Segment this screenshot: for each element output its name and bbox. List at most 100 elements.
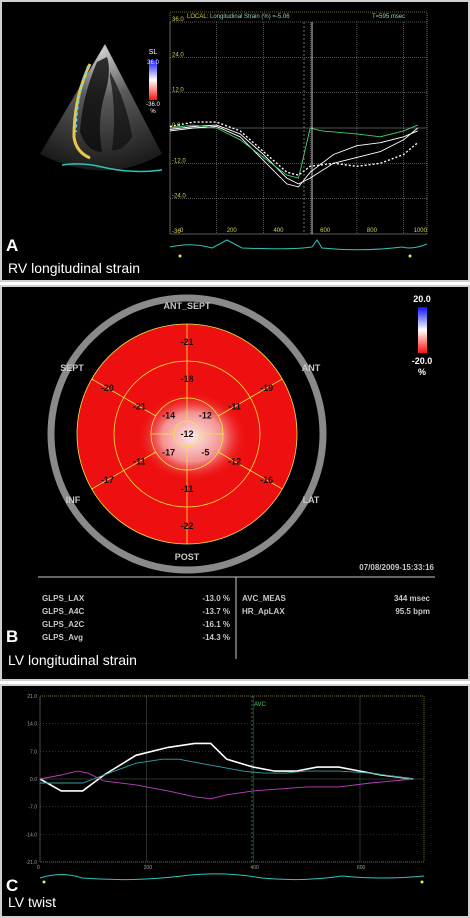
- twist-y-tick-label: -7.0: [28, 805, 37, 811]
- twist-y-ticks: 21.0 14.0 7.0 0.0 -7.0 -14.0 -21.0: [26, 694, 38, 866]
- stat-label: AVC_MEAS: [242, 594, 287, 603]
- middle-segment-value: -11: [228, 402, 241, 412]
- ecg-marker-start: [178, 254, 182, 258]
- header-time: T=595 msec: [372, 14, 405, 20]
- strain-y-tick-label: -12.0: [172, 158, 186, 164]
- twist-y-tick-label: -14.0: [26, 832, 38, 838]
- strain-x-tick-label: 800: [367, 228, 378, 234]
- outer-gray-ring: [47, 294, 327, 574]
- inner-segment-value: -12: [199, 411, 212, 421]
- twist-x-ticks: 0 200 400 600: [37, 865, 366, 871]
- strain-x-tick-label: 400: [273, 228, 284, 234]
- strain-x-ticks: 0 200 400 600 800 1000: [180, 228, 428, 234]
- strain-series-line: [169, 124, 418, 179]
- scale-bottom-value: -20.0: [412, 356, 433, 366]
- strain-x-tick-label: 200: [227, 228, 238, 234]
- middle-segment-value: -18: [180, 374, 193, 384]
- panel-a-letter: A: [6, 236, 19, 255]
- echo-cavity: [80, 57, 109, 152]
- bullseye-spoke: [217, 378, 283, 417]
- middle-segment-value: -11: [181, 484, 194, 494]
- label-post: POST: [175, 552, 200, 562]
- sl-color-scale: [149, 60, 157, 100]
- apex-value: -12: [180, 429, 193, 439]
- stats-table: GLPS_LAX -13.0 % GLPS_A4C -13.7 % GLPS_A2C -1…: [42, 594, 431, 642]
- bullseye-spoke: [91, 451, 157, 490]
- panel-c-svg: 21.014.07.00.0-7.0-14.0-21.0 0 200 400 600 …: [26, 694, 425, 884]
- stat-label: GLPS_LAX: [42, 594, 85, 603]
- panel-b-letter: B: [6, 627, 19, 646]
- panel-b-svg: -21-19-16-22-17-20-18-11-12-11-11-21-12-…: [38, 294, 435, 659]
- panel-a-caption: RV longitudinal strain: [8, 260, 141, 276]
- echo-ecg-trace: [61, 163, 163, 173]
- stat-value: -13.0 %: [202, 594, 230, 603]
- stat-value: 95.5 bpm: [395, 607, 430, 616]
- panel-b-caption: LV longitudinal strain: [8, 652, 137, 668]
- strain-y-tick-label: 12.0: [172, 88, 184, 94]
- label-inf: INF: [66, 495, 81, 505]
- twist-y-tick-label: 7.0: [30, 749, 37, 755]
- sl-scale-top: 36.0: [147, 60, 159, 66]
- outer-segment-value: -22: [180, 521, 193, 531]
- panel-c-letter: C: [6, 876, 19, 895]
- stat-value: -16.1 %: [202, 620, 230, 629]
- bullseye-pale-region: [137, 392, 247, 482]
- strain-y-tick-label: 0.0: [172, 123, 181, 129]
- strain-color-scale: [418, 307, 427, 353]
- strain-series-line: [169, 126, 418, 188]
- echo-cavity-lv: [110, 72, 132, 151]
- stat-label: GLPS_A4C: [42, 607, 84, 616]
- strain-chart-frame: [169, 11, 428, 235]
- inner-segment-value: -17: [162, 447, 175, 457]
- twist-ecg-marker-start: [42, 880, 46, 884]
- strain-y-tick-label: -36: [172, 229, 181, 235]
- twist-x-tick-label: 0: [37, 865, 40, 871]
- header-strain-value: Longitudinal Strain (%) =-5.06: [210, 14, 290, 20]
- stat-label: GLPS_A2C: [42, 620, 84, 629]
- strain-y-ticks: 36.0 24.0 12.0 0.0 -12.0 -24.0 -36: [172, 17, 186, 235]
- panel-a-svg: SL 36.0 -36.0 % LOCAL: Longitudinal Stra…: [40, 11, 428, 258]
- panel-b-lv-strain: -21 -19 -16 -22 -17 -20 -18 -11 -12 -11 -11 -21 -12-…: [0, 285, 470, 681]
- twist-ecg-marker-end: [420, 880, 424, 884]
- inner-segment-value: -14: [162, 411, 175, 421]
- outer-segment-value: -20: [101, 383, 114, 393]
- strain-x-tick-label: 1000: [414, 228, 428, 234]
- label-ant: ANT: [302, 363, 321, 373]
- middle-segment-value: -12: [228, 457, 241, 467]
- strain-y-tick-label: -24.0: [172, 194, 186, 200]
- strain-y-tick-label: 24.0: [172, 52, 184, 58]
- twist-ecg-trace: [39, 873, 425, 881]
- twist-series: [39, 742, 414, 800]
- twist-x-tick-label: 600: [357, 865, 366, 871]
- rv-tracking-trace: [72, 63, 92, 160]
- label-sept: SEPT: [60, 363, 84, 373]
- label-lat: LAT: [303, 495, 320, 505]
- stat-label: HR_ApLAX: [242, 607, 285, 616]
- header-local: LOCAL:: [187, 14, 209, 20]
- stat-label: GLPS_Avg: [42, 633, 83, 642]
- twist-chart-grid: [39, 695, 424, 863]
- sl-scale-label: SL: [149, 49, 158, 56]
- outer-segment-value: -19: [260, 383, 273, 393]
- strain-y-tick-label: 36.0: [172, 17, 184, 23]
- twist-y-tick-label: 21.0: [27, 694, 37, 700]
- middle-segment-value: -11: [133, 457, 146, 467]
- twist-x-tick-label: 400: [250, 865, 259, 871]
- strain-x-tick-label: 0: [180, 228, 184, 234]
- panel-a-rv-strain: SL 36.0 -36.0 % LOCAL: Longitudinal Stra…: [0, 0, 470, 282]
- sl-scale-bottom: -36.0: [146, 102, 160, 108]
- middle-segment-value: -21: [133, 402, 146, 412]
- label-ant-sept: ANT_SEPT: [163, 301, 211, 311]
- strain-x-tick-label: 600: [320, 228, 331, 234]
- strain-series-line: [169, 121, 419, 176]
- stat-value: 344 msec: [394, 594, 431, 603]
- sl-scale-unit: %: [150, 109, 156, 115]
- twist-y-tick-label: 14.0: [27, 722, 37, 728]
- scale-unit: %: [418, 367, 426, 377]
- outer-segment-value: -16: [260, 475, 273, 485]
- ecg-marker-end: [408, 254, 412, 258]
- outer-segment-value: -17: [101, 475, 114, 485]
- strain-series: [169, 121, 419, 188]
- timestamp: 07/08/2009-15:33:16: [359, 563, 434, 572]
- strain-ecg-trace: [169, 239, 428, 251]
